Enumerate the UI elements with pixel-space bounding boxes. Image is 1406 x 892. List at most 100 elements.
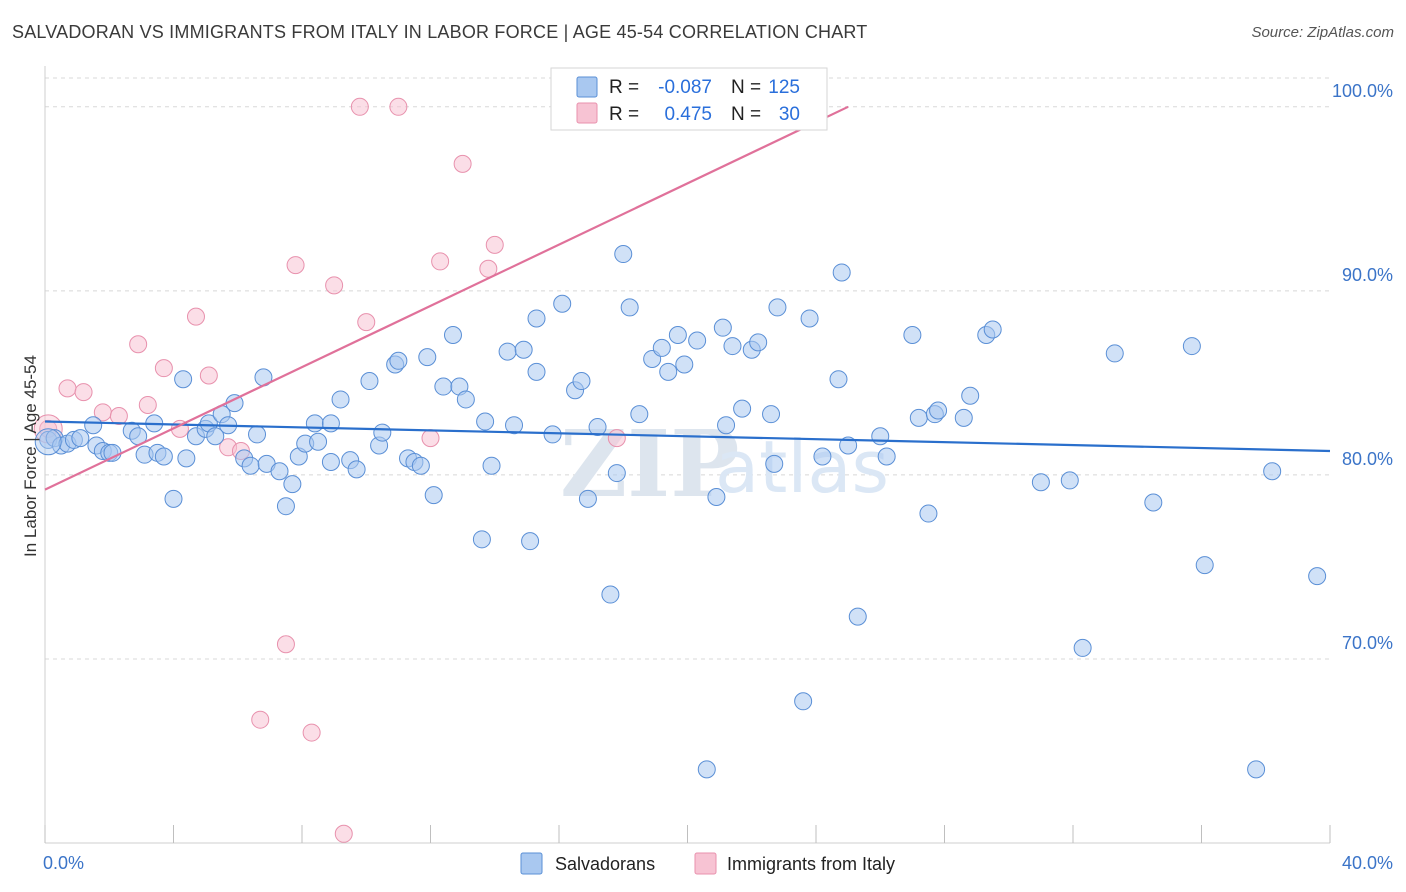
data-point-salvadoran <box>630 405 649 424</box>
data-point-salvadoran <box>652 338 671 357</box>
data-point-salvadoran <box>765 454 784 473</box>
data-point-salvadoran <box>961 386 980 405</box>
data-point-italy <box>607 429 626 448</box>
data-point-italy <box>186 307 205 326</box>
legend-n-value-2: 30 <box>779 104 800 125</box>
data-point-salvadoran <box>154 447 173 466</box>
stats-legend: R = -0.087 N = 125 R = 0.475 N = 30 <box>550 67 828 131</box>
data-point-salvadoran <box>1195 556 1214 575</box>
data-point-salvadoran <box>1060 471 1079 490</box>
trend-line-italy <box>44 105 849 491</box>
data-point-salvadoran <box>472 530 491 549</box>
y-tick-label: 80.0% <box>1342 449 1393 469</box>
data-point-italy <box>74 383 93 402</box>
data-point-salvadoran <box>1182 337 1201 356</box>
data-point-salvadoran <box>794 692 813 711</box>
data-point-italy <box>276 635 295 654</box>
data-point-salvadoran <box>241 456 260 475</box>
data-point-salvadoran <box>347 460 366 479</box>
data-point-salvadoran <box>762 405 781 424</box>
data-point-salvadoran <box>1073 638 1092 657</box>
data-point-italy <box>389 97 408 116</box>
data-point-salvadoran <box>476 412 495 431</box>
data-point-salvadoran <box>768 298 787 317</box>
x-tick-label: 0.0% <box>43 853 84 873</box>
y-tick-label: 70.0% <box>1342 633 1393 653</box>
legend-r-label-1: R = <box>609 77 639 98</box>
data-point-salvadoran <box>543 425 562 444</box>
data-point-salvadoran <box>707 487 726 506</box>
data-point-salvadoran <box>929 401 948 420</box>
y-tick-labels: 70.0% 80.0% 90.0% 100.0% <box>1332 81 1393 653</box>
source-note: Source: ZipAtlas.com <box>1251 24 1394 41</box>
data-point-salvadoran <box>103 443 122 462</box>
legend-n-label-2: N = <box>731 104 761 125</box>
data-point-salvadoran <box>1144 493 1163 512</box>
data-point-salvadoran <box>482 456 501 475</box>
data-point-salvadoran-cluster <box>34 428 62 456</box>
data-point-salvadoran <box>848 607 867 626</box>
bottom-legend-salvadorans: Salvadorans <box>555 854 655 874</box>
data-point-salvadoran <box>553 294 572 313</box>
data-point-italy <box>431 252 450 271</box>
bottom-legend-italy: Immigrants from Italy <box>727 854 895 874</box>
data-point-italy <box>357 313 376 332</box>
data-point-salvadoran <box>675 355 694 374</box>
data-point-salvadoran <box>321 414 340 433</box>
data-point-salvadoran <box>839 436 858 455</box>
data-point-salvadoran <box>659 362 678 381</box>
data-point-salvadoran <box>871 427 890 446</box>
legend-n-label-1: N = <box>731 77 761 98</box>
data-point-salvadoran <box>276 497 295 516</box>
trend-line-salvadorans <box>44 420 1331 453</box>
data-point-salvadoran <box>749 333 768 352</box>
data-point-salvadoran <box>206 427 225 446</box>
data-point-salvadoran <box>164 489 183 508</box>
data-point-italy <box>129 335 148 354</box>
legend-r-label-2: R = <box>609 104 639 125</box>
legend-swatch-pink <box>576 102 598 124</box>
data-point-salvadoran <box>607 464 626 483</box>
data-point-salvadoran <box>909 408 928 427</box>
data-point-salvadoran <box>723 337 742 356</box>
data-point-salvadoran <box>832 263 851 282</box>
data-point-salvadoran <box>903 326 922 345</box>
chart-title: SALVADORAN VS IMMIGRANTS FROM ITALY IN L… <box>12 22 868 42</box>
data-point-salvadoran <box>514 340 533 359</box>
data-point-italy <box>325 276 344 295</box>
data-point-salvadoran <box>614 245 633 264</box>
series-salvadorans <box>34 245 1327 779</box>
data-point-italy <box>302 723 321 742</box>
data-point-italy <box>199 366 218 385</box>
data-point-italy <box>251 710 270 729</box>
data-point-salvadoran <box>71 429 90 448</box>
data-point-italy <box>58 379 77 398</box>
legend-r-value-1: -0.087 <box>658 77 712 98</box>
data-point-salvadoran <box>418 348 437 367</box>
data-point-salvadoran <box>1031 473 1050 492</box>
data-point-salvadoran <box>717 416 736 435</box>
data-point-italy <box>138 395 157 414</box>
data-point-salvadoran <box>813 447 832 466</box>
data-point-salvadoran <box>505 416 524 435</box>
data-point-italy <box>350 97 369 116</box>
data-point-salvadoran <box>177 449 196 468</box>
data-point-salvadoran <box>733 399 752 418</box>
data-point-salvadoran <box>713 318 732 337</box>
data-point-salvadoran <box>1263 462 1282 481</box>
data-point-italy <box>109 407 128 426</box>
bottom-legend-swatch-salvadorans <box>520 852 543 875</box>
data-point-italy <box>286 256 305 275</box>
data-point-salvadoran <box>84 416 103 435</box>
data-point-salvadoran <box>248 425 267 444</box>
legend-n-value-1: 125 <box>768 77 800 98</box>
data-point-salvadoran <box>829 370 848 389</box>
data-point-salvadoran <box>331 390 350 409</box>
legend-r-value-2: 0.475 <box>664 104 712 125</box>
data-point-salvadoran <box>572 372 591 391</box>
data-point-salvadoran <box>527 362 546 381</box>
legend-swatch-blue <box>576 76 598 98</box>
data-point-salvadoran <box>877 447 896 466</box>
data-point-salvadoran <box>174 370 193 389</box>
